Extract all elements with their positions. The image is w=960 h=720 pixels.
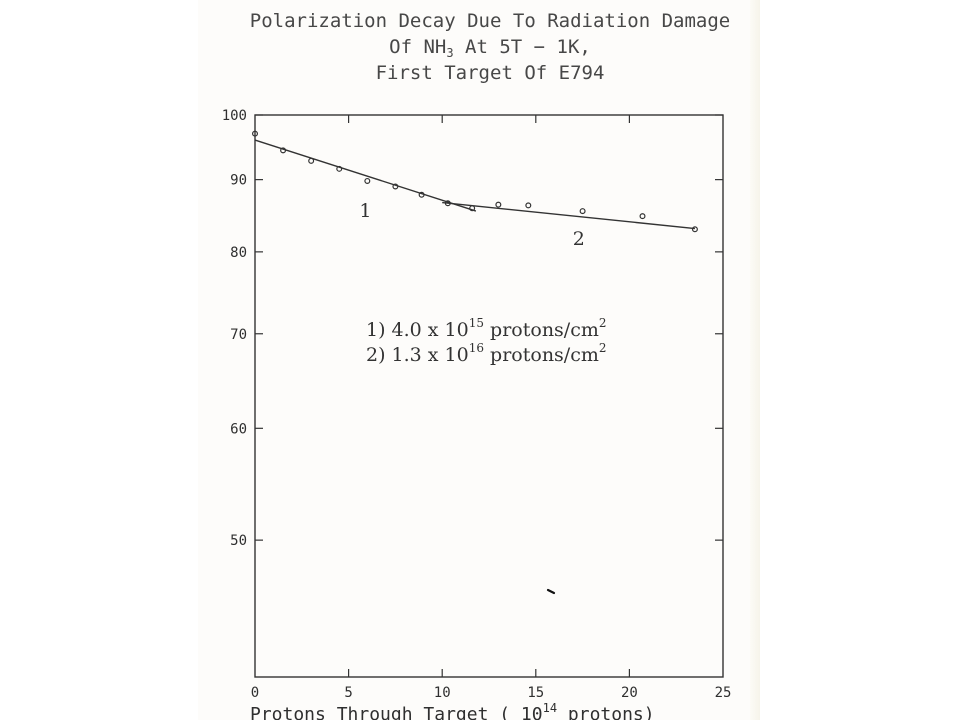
scanned-page — [198, 0, 758, 720]
fit-lines — [254, 139, 695, 230]
title-line-1: Polarization Decay Due To Radiation Dama… — [249, 10, 731, 32]
y-tick-label: 60 — [230, 421, 247, 437]
data-point — [418, 191, 425, 198]
y-tick-label: 90 — [230, 173, 247, 189]
x-axis-label: Protons Through Target ( 1014 protons) — [250, 701, 655, 720]
y-tick-label: 70 — [230, 327, 247, 343]
x-tick-label: 20 — [621, 685, 638, 701]
data-point — [364, 177, 371, 184]
y-tick-label: 50 — [230, 533, 247, 549]
x-tick-label: 15 — [527, 685, 544, 701]
data-point — [495, 201, 502, 208]
data-point — [392, 183, 399, 190]
x-tick-label: 0 — [251, 685, 259, 701]
x-tick-label: 10 — [434, 685, 451, 701]
title-line-3: First Target Of E794 — [375, 62, 605, 84]
data-point — [525, 202, 532, 209]
data-point — [336, 165, 343, 172]
page-edge-shadow — [750, 0, 760, 720]
data-point — [444, 200, 451, 207]
title-subscript: 3 — [446, 46, 454, 60]
scan-speck — [546, 588, 556, 595]
data-point — [252, 130, 259, 137]
y-tick-label: 100 — [222, 108, 247, 124]
data-point — [579, 208, 586, 215]
data-point — [639, 213, 646, 220]
plot-frame — [254, 114, 724, 678]
data-points — [252, 130, 698, 233]
x-axis-ticks: 0 5 10 15 20 25 — [251, 115, 732, 701]
data-point — [280, 147, 287, 154]
annotation-line: 1) 4.0 x 1015 protons/cm2 — [366, 316, 607, 341]
fit-line-1 — [254, 139, 477, 212]
fit-line-label: 1 — [359, 200, 371, 222]
y-tick-label: 80 — [230, 245, 247, 261]
x-tick-label: 5 — [344, 685, 352, 701]
data-point — [308, 157, 315, 164]
fit-line-labels: 12 — [359, 200, 585, 250]
title-line-2: Of NH3 At 5T − 1K, — [389, 36, 591, 60]
x-tick-label: 25 — [715, 685, 732, 701]
data-point — [691, 226, 698, 233]
fit-line-label: 2 — [573, 228, 585, 250]
fit-line-2 — [442, 201, 695, 230]
chart-title: Polarization Decay Due To Radiation Dama… — [230, 8, 750, 86]
y-axis-ticks: 50 60 70 80 90 100 — [222, 108, 723, 549]
annotation-line: 2) 1.3 x 1016 protons/cm2 — [366, 341, 607, 366]
data-point — [469, 205, 476, 212]
